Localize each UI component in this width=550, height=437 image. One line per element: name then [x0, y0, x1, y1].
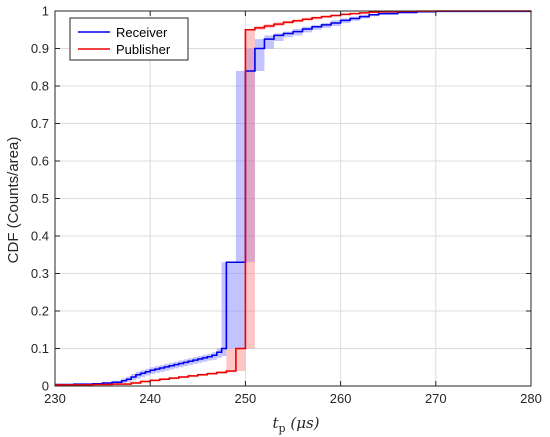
- series-line-publisher: [55, 10, 531, 386]
- y-tick-label: 0.2: [31, 304, 49, 319]
- y-tick-label: 0.9: [31, 41, 49, 56]
- band-segment-receiver: [254, 39, 265, 71]
- band-segment-publisher: [235, 348, 246, 371]
- y-tick-label: 0.1: [31, 341, 49, 356]
- x-tick-label: 240: [139, 391, 161, 406]
- x-tick-label: 230: [44, 391, 66, 406]
- y-axis-label: CDF (Counts/area): [5, 137, 22, 264]
- band-segment-receiver: [283, 31, 293, 38]
- y-tick-label: 0.3: [31, 266, 49, 281]
- y-tick-label: 0.6: [31, 154, 49, 169]
- y-tick-labels: 0 0.1 0.2 0.3 0.4 0.5 0.6 0.7 0.8 0.9 1: [31, 4, 49, 394]
- legend: Receiver Publisher: [69, 17, 189, 61]
- series-line-receiver: [55, 10, 532, 386]
- band-segment-receiver: [264, 35, 274, 49]
- y-tick-label: 0.7: [31, 116, 49, 131]
- x-axis-label-main: t: [273, 414, 280, 432]
- y-tick-label: 0.8: [31, 79, 49, 94]
- x-axis-label-subscript: p: [279, 422, 286, 435]
- x-tick-labels: 230 240 250 260 270 280: [44, 391, 542, 406]
- y-tick-label: 0.4: [31, 229, 49, 244]
- band-segment-publisher: [226, 348, 236, 373]
- band-segment-receiver: [273, 33, 284, 41]
- band-segment-receiver: [226, 262, 236, 349]
- band-segment-receiver: [221, 262, 227, 356]
- series-lines: [55, 10, 532, 386]
- legend-label-publisher: Publisher: [116, 42, 171, 57]
- x-axis-label-unit: (μs): [286, 414, 320, 432]
- band-segment-publisher: [245, 29, 255, 349]
- band-segment-receiver: [245, 48, 255, 263]
- x-axis-label: tp (μs): [273, 414, 320, 435]
- band-segment-receiver: [216, 348, 222, 358]
- x-tick-label: 260: [330, 391, 352, 406]
- x-tick-label: 250: [235, 391, 257, 406]
- y-tick-label: 0: [42, 379, 49, 394]
- y-tick-label: 0.5: [31, 191, 49, 206]
- band-segment-receiver: [235, 71, 246, 349]
- legend-label-receiver: Receiver: [116, 25, 168, 40]
- axis-ticks: [54, 10, 532, 387]
- x-tick-label: 270: [425, 391, 447, 406]
- y-tick-label: 1: [42, 4, 49, 19]
- legend-box: [69, 17, 189, 61]
- x-tick-label: 280: [520, 391, 542, 406]
